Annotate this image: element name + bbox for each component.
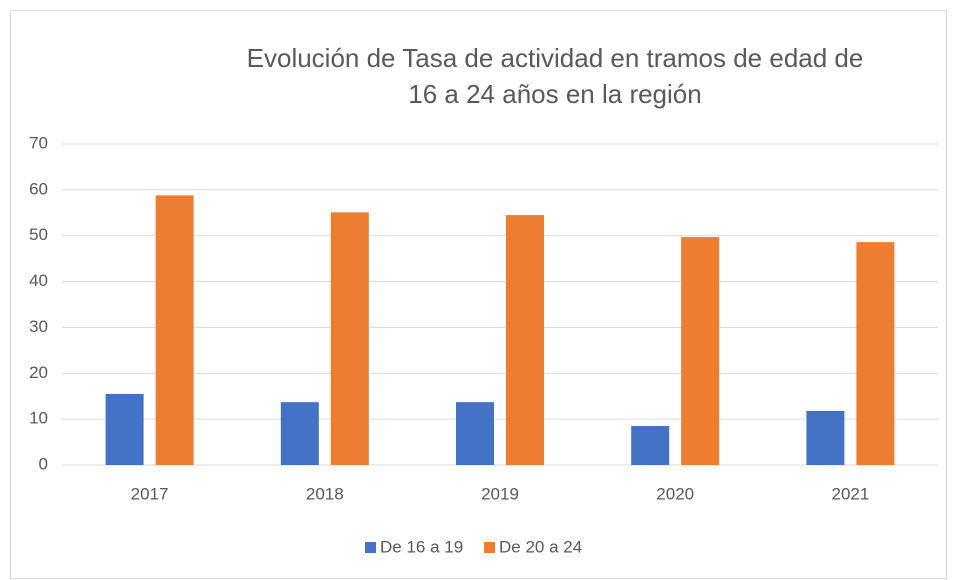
bar	[330, 212, 369, 465]
bar	[806, 410, 845, 465]
bar	[155, 195, 194, 466]
bar	[456, 402, 494, 465]
legend-swatch	[365, 542, 376, 553]
bar	[856, 242, 895, 465]
legend-label: De 20 a 24	[499, 537, 582, 556]
bar	[506, 215, 544, 465]
y-tick-label: 30	[29, 317, 48, 336]
y-tick-label: 40	[29, 271, 48, 290]
legend-label: De 16 a 19	[380, 537, 463, 556]
x-tick-label: 2017	[131, 484, 169, 503]
x-tick-label: 2019	[481, 484, 519, 503]
legend-swatch	[484, 542, 495, 553]
bar	[631, 426, 670, 465]
x-tick-label: 2021	[831, 484, 869, 503]
chart-border	[10, 10, 947, 579]
y-tick-label: 10	[29, 409, 48, 428]
bar	[681, 237, 720, 465]
chart-title: Evolución de Tasa de actividad en tramos…	[246, 43, 864, 109]
bar	[105, 393, 144, 465]
y-tick-label: 0	[39, 454, 48, 473]
bar	[280, 402, 319, 465]
y-tick-label: 50	[29, 225, 48, 244]
x-tick-label: 2018	[306, 484, 344, 503]
y-tick-label: 20	[29, 363, 48, 382]
y-tick-label: 70	[29, 133, 48, 152]
y-tick-label: 60	[29, 179, 48, 198]
x-tick-label: 2020	[656, 484, 694, 503]
